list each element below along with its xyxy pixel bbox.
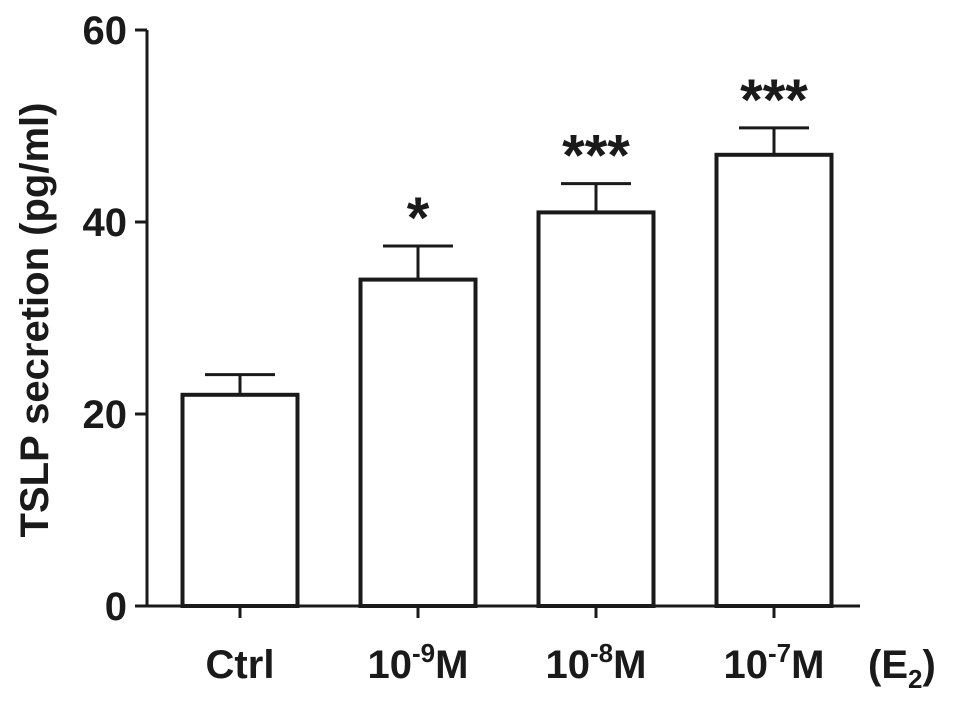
significance-mark: *** [562,124,630,189]
y-tick-label: 40 [83,201,128,245]
x-tick-label-base: Ctrl [206,643,275,687]
x-tick-label-base: 10 [546,643,591,687]
error-bars [205,126,809,395]
x-tick-label-unit: M [613,643,646,687]
x-tick-label-base: 10 [368,643,413,687]
significance-mark: *** [740,68,808,133]
x-tick-label-exponent: -9 [412,638,435,668]
x-tick-label-unit: M [791,643,824,687]
x-tick-label: 10-7M [724,638,825,687]
significance-mark: * [407,186,430,251]
x-axis-label: (E2) [868,643,936,694]
x-axis-label-text: (E [868,643,908,687]
y-tick-label: 20 [83,393,128,437]
y-tick-label: 0 [105,585,127,629]
x-axis-label-close: ) [922,643,935,687]
y-axis-label: TSLP secretion (pg/ml) [13,103,57,538]
x-tick-label-exponent: -7 [768,638,791,668]
x-axis-tick-labels: Ctrl 10-9M 10-8M 10-7M [206,638,825,687]
bar [358,277,478,608]
x-tick-label-exponent: -8 [590,638,613,668]
x-tick-label-base: 10 [724,643,769,687]
x-tick-label: 10-9M [368,638,469,687]
y-axis-ticks: 0 20 40 60 [83,9,147,629]
bar [180,392,300,608]
x-tick-label-unit: M [435,643,468,687]
bar [536,210,656,608]
significance-marks: ******* [407,68,809,251]
x-tick-label: 10-8M [546,638,647,687]
y-tick-label: 60 [83,9,128,53]
x-tick-label: Ctrl [206,643,275,687]
x-axis-label-subscript: 2 [908,664,922,694]
bar [714,152,834,609]
bars [180,152,834,609]
